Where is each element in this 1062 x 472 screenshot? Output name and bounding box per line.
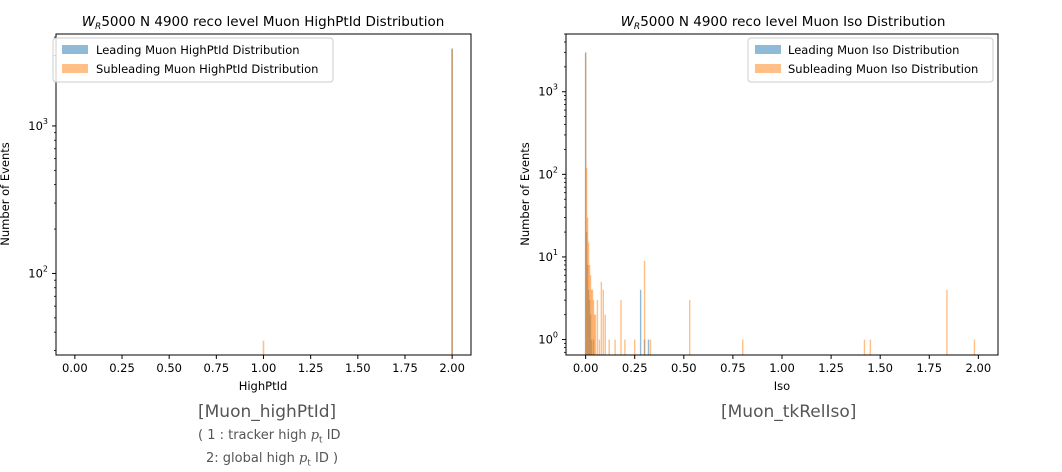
left-caption-note-line2: 2: global high pt ID ) <box>206 450 339 469</box>
iso-bar-subleading <box>594 314 597 355</box>
iso-x-tick-label: 0.25 <box>622 361 648 375</box>
iso-bar-subleading <box>689 300 691 355</box>
highptid-legend: Leading Muon HighPtId Distribution Suble… <box>52 37 334 83</box>
highptid-legend-box <box>52 37 334 83</box>
highptid-x-tick-label: 0.00 <box>62 361 88 375</box>
iso-x-tick-label: 0.75 <box>720 361 746 375</box>
iso-bar-subleading <box>596 300 599 355</box>
highptid-legend-label-leading: Leading Muon HighPtId Distribution <box>96 43 300 57</box>
iso-bar-subleading <box>742 339 744 355</box>
highptid-legend-label-subleading: Subleading Muon HighPtId Distribution <box>96 62 318 76</box>
highptid-chart-title: WR5000 N 4900 reco level Muon HighPtId D… <box>82 14 445 32</box>
iso-bar-subleading <box>586 217 589 355</box>
iso-bar-subleading <box>591 289 594 355</box>
left-caption: [Muon_highPtId] <box>198 402 337 422</box>
iso-x-tick-label: 1.00 <box>769 361 795 375</box>
highptid-y-axis-label: Number of Events <box>0 142 12 246</box>
iso-x-axis-label: Iso <box>774 379 790 393</box>
highptid-x-tick-label: 1.75 <box>392 361 418 375</box>
iso-bar-subleading <box>585 167 588 355</box>
iso-bar-leading <box>639 289 642 355</box>
iso-legend-swatch-leading <box>755 45 781 54</box>
iso-legend: Leading Muon Iso Distribution Subleading… <box>747 37 994 83</box>
iso-x-tick-label: 1.50 <box>867 361 893 375</box>
iso-legend-label-subleading: Subleading Muon Iso Distribution <box>788 62 978 76</box>
iso-x-tick-label: 0.00 <box>573 361 599 375</box>
iso-bar-subleading <box>584 53 587 355</box>
iso-y-tick-label: 103 <box>538 83 558 99</box>
iso-x-tick-label: 1.75 <box>916 361 942 375</box>
highptid-x-tick-label: 1.50 <box>345 361 371 375</box>
highptid-x-tick-label: 1.25 <box>298 361 324 375</box>
iso-y-axis-label: Number of Events <box>518 142 532 246</box>
iso-bar-subleading <box>624 339 626 355</box>
iso-bar-subleading <box>634 339 636 355</box>
highptid-legend-swatch-subleading <box>62 64 88 73</box>
iso-x-tick-label: 0.50 <box>671 361 697 375</box>
highptid-x-tick-label: 1.00 <box>251 361 277 375</box>
highptid-legend-swatch-leading <box>62 45 88 54</box>
iso-bar-leading <box>647 339 650 355</box>
iso-bar-subleading <box>588 264 591 355</box>
iso-bar-subleading <box>620 300 622 355</box>
highptid-y-tick-label: 102 <box>28 264 48 280</box>
iso-bar-subleading <box>587 242 590 355</box>
iso-bar-subleading <box>598 339 601 355</box>
highptid-y-tick-label: 103 <box>28 117 48 133</box>
highptid-bar-subleading <box>262 340 265 355</box>
iso-x-tick-label: 1.25 <box>818 361 844 375</box>
iso-bar-subleading <box>593 314 596 355</box>
iso-bar-subleading <box>589 275 592 355</box>
iso-bar-subleading <box>863 339 866 355</box>
right-caption: [Muon_tkRelIso] <box>721 402 857 422</box>
iso-y-tick-label: 100 <box>538 331 558 347</box>
iso-bar-subleading <box>649 339 652 355</box>
iso-legend-box <box>747 37 994 83</box>
highptid-x-tick-label: 0.75 <box>204 361 230 375</box>
highptid-bar-subleading <box>451 49 453 356</box>
highptid-chart: WR5000 N 4900 reco level Muon HighPtId D… <box>0 14 472 393</box>
iso-legend-swatch-subleading <box>755 64 781 73</box>
iso-bar-subleading <box>973 339 976 355</box>
iso-y-tick-label: 102 <box>538 165 558 181</box>
iso-bar-subleading <box>608 339 610 355</box>
iso-chart-title: WR5000 N 4900 reco level Muon Iso Distri… <box>621 14 946 32</box>
highptid-x-tick-label: 0.25 <box>109 361 135 375</box>
highptid-x-tick-label: 0.50 <box>156 361 182 375</box>
iso-bar-subleading <box>643 260 646 355</box>
iso-legend-label-leading: Leading Muon Iso Distribution <box>788 43 959 57</box>
iso-chart: WR5000 N 4900 reco level Muon Iso Distri… <box>518 14 999 393</box>
iso-bar-subleading <box>604 314 606 355</box>
iso-bar-subleading <box>600 281 603 355</box>
iso-bar-subleading <box>869 339 872 355</box>
highptid-x-axis-label: HighPtId <box>239 379 288 393</box>
iso-bar-subleading <box>602 289 605 355</box>
left-caption-note-line1: ( 1 : tracker high pt ID <box>198 428 341 446</box>
iso-bar-subleading <box>592 300 595 355</box>
iso-bar-subleading <box>614 339 616 355</box>
left-caption-note: ( 1 : tracker high pt ID 2: global high … <box>198 427 341 472</box>
highptid-x-tick-label: 2.00 <box>439 361 465 375</box>
iso-bar-subleading <box>590 289 593 355</box>
iso-y-tick-label: 101 <box>538 248 558 264</box>
iso-bar-subleading <box>946 289 948 355</box>
iso-x-tick-label: 2.00 <box>966 361 992 375</box>
